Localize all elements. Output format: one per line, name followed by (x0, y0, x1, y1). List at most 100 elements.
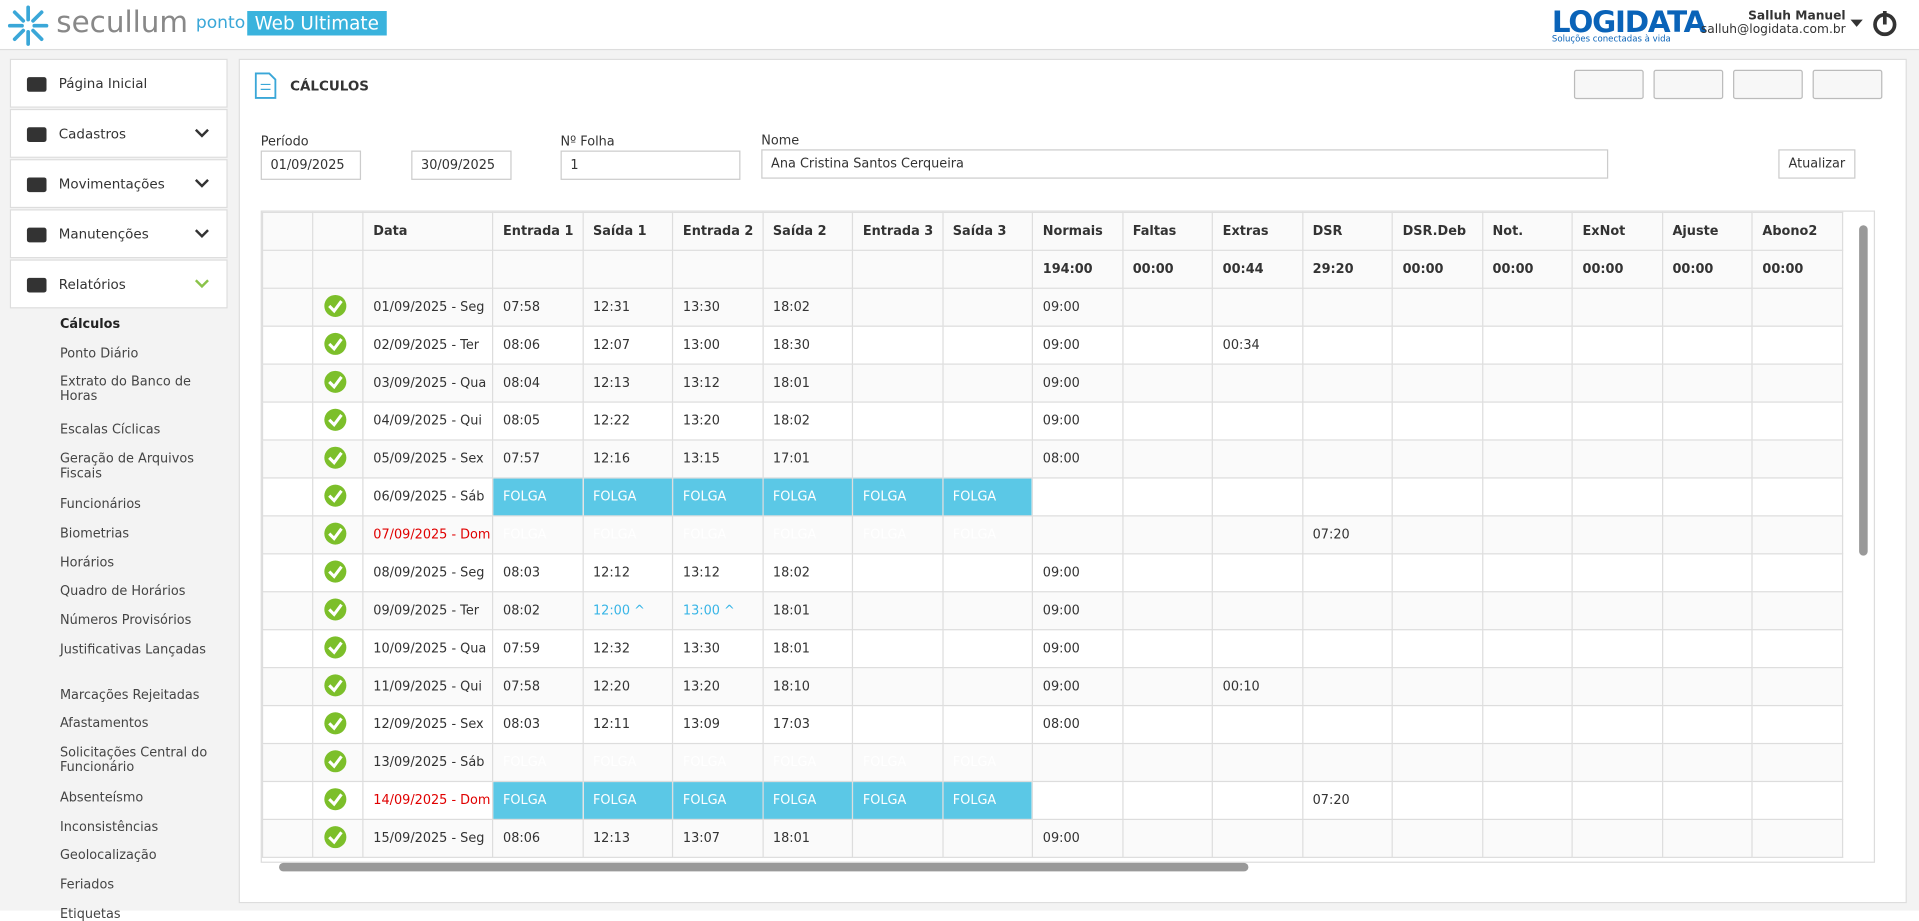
edition: Web Ultimate (247, 11, 387, 36)
submenu-item[interactable]: Geração de Arquivos Fiscais (59, 451, 194, 482)
time-cell (1391, 515, 1483, 555)
time-cell (1661, 780, 1753, 821)
date-cell: 05/09/2025 - Sex (362, 439, 494, 479)
time-cell (1301, 591, 1393, 631)
menu-label[interactable]: Página Inicial (58, 75, 148, 92)
user-name: Salluh Manuel (1748, 9, 1846, 24)
submenu-item[interactable]: Afastamentos (59, 716, 149, 732)
time-cell (1211, 401, 1303, 441)
name-select[interactable]: Ana Cristina Santos Cerqueira (761, 149, 1609, 179)
submenu-item[interactable]: Marcações Rejeitadas (59, 687, 200, 703)
submenu-item[interactable]: Cálculos (59, 316, 121, 332)
filter-button[interactable] (1653, 69, 1724, 100)
submenu-item[interactable]: Escalas Cíclicas (59, 422, 161, 438)
time-cell (1031, 780, 1123, 821)
time-cell (941, 287, 1033, 327)
sheet-input[interactable]: 1 (560, 150, 741, 180)
data-row: 12/09/2025 - Sex 08:03 12:11 13:09 17:03 08:0… (261, 704, 1843, 745)
time-cell: 17:03 (761, 704, 854, 745)
update-button[interactable]: Atualizar (1778, 149, 1856, 179)
submenu-item[interactable]: Extrato do Banco de Horas (59, 374, 191, 405)
time-cell: FOLGA (761, 515, 854, 555)
time-cell (1571, 591, 1663, 631)
time-cell: FOLGA (761, 742, 854, 783)
date-cell: 15/09/2025 - Seg (362, 818, 494, 858)
submenu-item[interactable]: Ponto Diário (59, 345, 139, 361)
time-cell: 18:02 (761, 401, 854, 441)
time-cell (1571, 439, 1663, 479)
menu-item[interactable]: Manutenções (9, 209, 228, 259)
blank-cell (261, 363, 314, 403)
submenu-item[interactable]: Horários (59, 555, 115, 570)
share-button[interactable] (1733, 69, 1803, 100)
v-scrollbar[interactable] (1859, 225, 1868, 556)
total-cell: 00:00 (1661, 249, 1753, 289)
time-cell (1121, 818, 1213, 858)
submenu-item[interactable]: Etiquetas (59, 906, 121, 921)
submenu-item[interactable]: Quadro de Horários (59, 584, 186, 599)
time-cell: FOLGA (941, 515, 1033, 555)
submenu-item[interactable]: Absenteísmo (59, 790, 144, 806)
submenu-item[interactable]: Geolocalização (59, 848, 157, 864)
submenu-item[interactable]: Feriados (59, 877, 115, 893)
blank-cell (261, 249, 314, 289)
h-scrollbar[interactable] (279, 862, 1249, 872)
submenu-item[interactable]: Biometrias (59, 526, 130, 541)
status-cell (312, 439, 364, 479)
time-cell (1481, 401, 1573, 441)
time-cell: FOLGA (941, 477, 1033, 517)
submenu-item[interactable]: Solicitações Central do Funcionário (59, 745, 208, 775)
menu-item[interactable]: Página Inicial (9, 58, 228, 108)
time-cell: 12:00 ^ (581, 591, 674, 631)
top-bar: secullum ponto Web Ultimate LOGIDATA Sol… (0, 0, 1919, 51)
time-cell: FOLGA (671, 742, 764, 783)
time-cell (1391, 363, 1483, 403)
total-cell (761, 249, 854, 289)
menu-item[interactable]: Movimentações (9, 159, 228, 209)
total-cell: 00:00 (1751, 249, 1843, 289)
time-cell (1211, 629, 1303, 669)
menu-label[interactable]: Cadastros (58, 126, 126, 142)
status-cell (312, 818, 364, 858)
date-cell: 12/09/2025 - Sex (362, 704, 494, 745)
page-icon (254, 72, 277, 99)
submenu-item[interactable]: Justificativas Lançadas (59, 642, 206, 657)
date-cell: 03/09/2025 - Qua (362, 363, 494, 403)
total-cell (941, 249, 1033, 289)
time-cell (1391, 818, 1483, 858)
blank-cell (261, 439, 314, 479)
time-cell (1301, 363, 1393, 403)
column-header: Ajuste (1661, 211, 1753, 251)
time-cell: 08:05 (492, 401, 584, 441)
submenu-item[interactable]: Funcionários (59, 497, 141, 512)
start-date[interactable]: 01/09/2025 (260, 150, 362, 180)
time-cell (1391, 629, 1483, 669)
time-cell: 13:20 (671, 667, 764, 707)
menu-label[interactable]: Manutenções (58, 226, 149, 243)
time-cell (1751, 287, 1843, 327)
menu-label[interactable]: Relatórios (58, 276, 126, 293)
end-date[interactable]: 30/09/2025 (411, 150, 512, 180)
submenu-item[interactable]: Números Provisórios (59, 613, 192, 628)
time-cell: 13:30 (671, 287, 764, 327)
time-cell (1301, 704, 1393, 745)
time-cell (1661, 667, 1753, 707)
time-cell (1211, 287, 1303, 327)
time-cell: 09:00 (1031, 325, 1123, 365)
settings-button[interactable] (1573, 69, 1644, 100)
print-button[interactable] (1812, 69, 1883, 100)
time-cell (1121, 477, 1213, 517)
user-actions[interactable] (1848, 10, 1909, 39)
blank-cell (261, 515, 314, 555)
page-title: CÁLCULOS (290, 78, 370, 95)
submenu-item[interactable]: Inconsistências (59, 819, 159, 835)
column-header: Faltas (1121, 211, 1213, 251)
data-row: 01/09/2025 - Seg 07:58 12:31 13:30 18:02 09:0… (261, 287, 1843, 327)
time-cell (1211, 704, 1303, 745)
time-cell (1661, 325, 1753, 365)
time-cell (941, 553, 1033, 593)
time-cell (1301, 629, 1393, 669)
menu-label[interactable]: Movimentações (58, 176, 165, 193)
menu-item[interactable]: Relatórios (9, 259, 228, 309)
menu-item[interactable]: Cadastros (9, 108, 228, 158)
